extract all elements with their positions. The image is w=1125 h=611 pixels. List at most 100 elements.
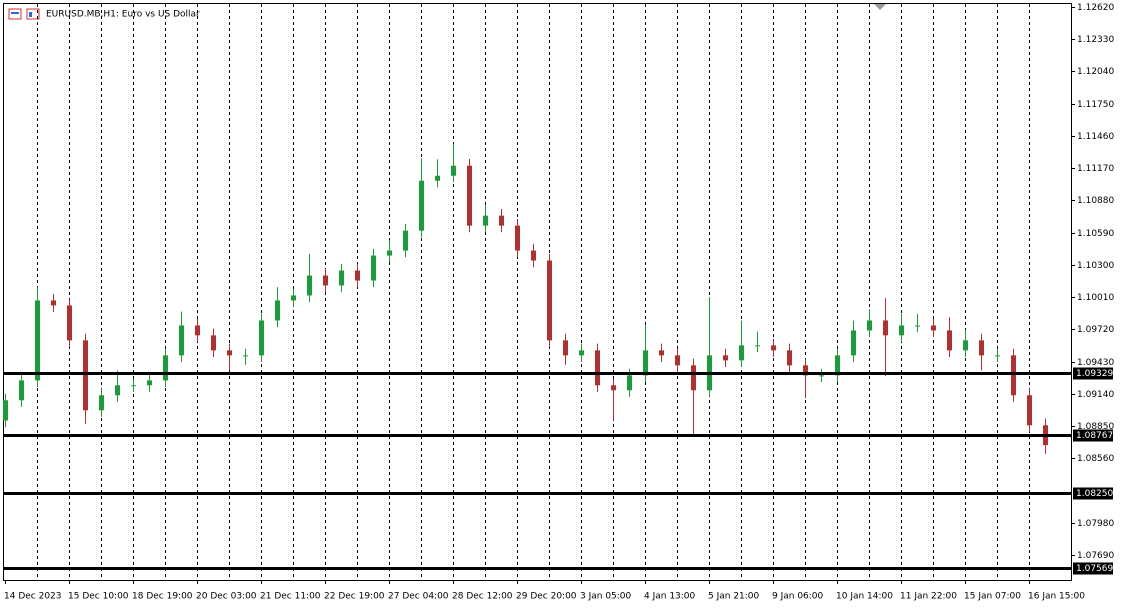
x-tick-label: 10 Jan 14:00 bbox=[836, 592, 893, 602]
x-tick-label: 18 Dec 19:00 bbox=[132, 592, 193, 602]
candle-body bbox=[947, 330, 952, 351]
candle-body bbox=[467, 165, 472, 226]
y-tick-label: 1.07690 bbox=[1077, 551, 1114, 561]
candle-body bbox=[563, 340, 568, 356]
candle-body bbox=[803, 365, 808, 376]
y-tick-label: 1.09430 bbox=[1077, 358, 1114, 368]
y-tick-label: 1.12040 bbox=[1077, 67, 1114, 77]
candle-body bbox=[659, 350, 664, 356]
candle-body bbox=[787, 350, 792, 366]
level-label: 1.09329 bbox=[1076, 369, 1113, 379]
candle-body bbox=[307, 275, 312, 296]
candle-body bbox=[371, 255, 376, 281]
candle-body bbox=[595, 350, 600, 386]
x-tick-label: 3 Jan 05:00 bbox=[580, 592, 632, 602]
candle-body bbox=[515, 225, 520, 251]
x-tick-label: 15 Jan 07:00 bbox=[964, 592, 1021, 602]
level-label-box bbox=[1073, 367, 1113, 380]
x-tick-label: 15 Dec 10:00 bbox=[68, 592, 129, 602]
candle-body bbox=[675, 355, 680, 366]
candle-body bbox=[1027, 395, 1032, 426]
candle-body bbox=[323, 275, 328, 286]
level-label: 1.07569 bbox=[1076, 564, 1113, 574]
symbol-icons bbox=[8, 8, 40, 20]
candle-body bbox=[403, 230, 408, 251]
x-tick-label: 16 Jan 15:00 bbox=[1028, 592, 1085, 602]
candle-body bbox=[99, 395, 104, 411]
candle-body bbox=[451, 165, 456, 176]
candle-body bbox=[275, 300, 280, 321]
candle-body bbox=[643, 350, 648, 376]
candle-body bbox=[963, 340, 968, 351]
candle-body bbox=[259, 320, 264, 356]
y-tick-label: 1.12620 bbox=[1077, 3, 1114, 13]
shift-marker bbox=[874, 4, 886, 10]
x-tick-label: 29 Dec 20:00 bbox=[516, 592, 577, 602]
x-tick-label: 20 Dec 03:00 bbox=[196, 592, 257, 602]
candle-body bbox=[35, 300, 40, 381]
y-tick-label: 1.09720 bbox=[1077, 325, 1114, 335]
candle-body bbox=[163, 355, 168, 381]
x-tick-label: 4 Jan 13:00 bbox=[644, 592, 696, 602]
y-tick-label: 1.09140 bbox=[1077, 390, 1114, 400]
candle-body bbox=[739, 345, 744, 361]
level-label: 1.08250 bbox=[1076, 489, 1113, 499]
x-tick-label: 28 Dec 12:00 bbox=[452, 592, 513, 602]
x-tick-label: 5 Jan 21:00 bbox=[708, 592, 760, 602]
candle-body bbox=[851, 330, 856, 356]
candle-body bbox=[211, 335, 216, 351]
icon bbox=[26, 8, 40, 20]
candle-body bbox=[291, 295, 296, 301]
level-label: 1.08767 bbox=[1076, 431, 1113, 441]
candle-body bbox=[771, 345, 776, 351]
x-tick-label: 11 Jan 22:00 bbox=[900, 592, 957, 602]
candle-body bbox=[227, 350, 232, 356]
candle-body bbox=[131, 385, 136, 387]
candle-body bbox=[3, 400, 8, 421]
candle-body bbox=[627, 375, 632, 391]
candle-body bbox=[899, 325, 904, 336]
candle-body bbox=[867, 320, 872, 331]
level-label-box bbox=[1073, 562, 1113, 575]
plot-frame bbox=[3, 3, 1072, 581]
x-tick-label: 22 Dec 19:00 bbox=[324, 592, 385, 602]
y-tick-label: 1.12330 bbox=[1077, 35, 1114, 45]
candle-body bbox=[419, 180, 424, 231]
candle-body bbox=[179, 325, 184, 356]
candle-body bbox=[691, 365, 696, 391]
candle-body bbox=[723, 355, 728, 361]
y-tick-label: 1.10300 bbox=[1077, 261, 1114, 271]
candle-body bbox=[547, 260, 552, 341]
y-tick-label: 1.10880 bbox=[1077, 196, 1114, 206]
chart-title: EURUSD.MB,H1: Euro vs US Dollar bbox=[46, 10, 200, 20]
level-label-box bbox=[1073, 487, 1113, 500]
x-tick-label: 9 Jan 06:00 bbox=[772, 592, 824, 602]
candle-body bbox=[1011, 355, 1016, 396]
candle-body bbox=[979, 340, 984, 356]
candle-body bbox=[67, 305, 72, 341]
y-tick-label: 1.07980 bbox=[1077, 519, 1114, 529]
icon bbox=[29, 12, 32, 17]
candle-body bbox=[51, 300, 56, 306]
y-tick-label: 1.11750 bbox=[1077, 100, 1114, 110]
candle-body bbox=[147, 380, 152, 386]
candle-body bbox=[355, 270, 360, 281]
candle-body bbox=[931, 325, 936, 331]
candle-body bbox=[995, 355, 1000, 357]
candle-body bbox=[115, 385, 120, 396]
y-tick-label: 1.08560 bbox=[1077, 454, 1114, 464]
y-tick-label: 1.11460 bbox=[1077, 132, 1114, 142]
icon bbox=[11, 12, 19, 14]
x-tick-label: 21 Dec 11:00 bbox=[260, 592, 321, 602]
candle-body bbox=[499, 215, 504, 226]
candle-body bbox=[19, 380, 24, 401]
candle-body bbox=[243, 355, 248, 357]
y-tick-label: 1.08850 bbox=[1077, 422, 1114, 432]
y-tick-label: 1.10590 bbox=[1077, 229, 1114, 239]
candle-body bbox=[435, 175, 440, 181]
candle-body bbox=[915, 325, 920, 327]
candle-body bbox=[483, 215, 488, 226]
